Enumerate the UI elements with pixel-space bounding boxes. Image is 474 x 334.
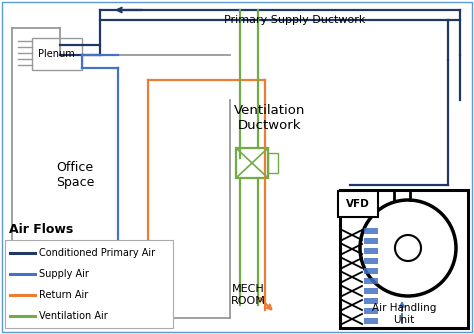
Bar [364,298,378,304]
Text: Supply Air: Supply Air [39,269,89,279]
Bar [5,240,173,328]
Text: Conditioned Primary Air: Conditioned Primary Air [39,248,155,258]
Bar [364,268,378,274]
Bar [364,318,378,324]
Bar [364,248,378,254]
Text: VFD: VFD [346,199,370,209]
Bar [364,238,378,244]
Bar [236,148,268,178]
Bar [364,228,378,234]
Text: MECH
ROOM: MECH ROOM [230,284,265,306]
Bar [364,278,378,284]
Text: Plenum: Plenum [38,49,75,59]
Text: Ventilation Air: Ventilation Air [39,311,108,321]
Text: Ventilation
Ductwork: Ventilation Ductwork [234,104,306,132]
Bar [364,258,378,264]
Text: Office
Space: Office Space [56,161,94,189]
Bar [340,190,468,328]
Text: Return Air: Return Air [39,290,88,300]
Bar [364,308,378,314]
Text: Primary Supply Ductwork: Primary Supply Ductwork [224,15,365,25]
Bar [364,288,378,294]
Bar [268,153,278,173]
Bar [338,191,378,217]
Text: Air Handling
Unit: Air Handling Unit [372,303,436,325]
Text: Air Flows: Air Flows [9,223,73,236]
Bar [32,38,82,70]
